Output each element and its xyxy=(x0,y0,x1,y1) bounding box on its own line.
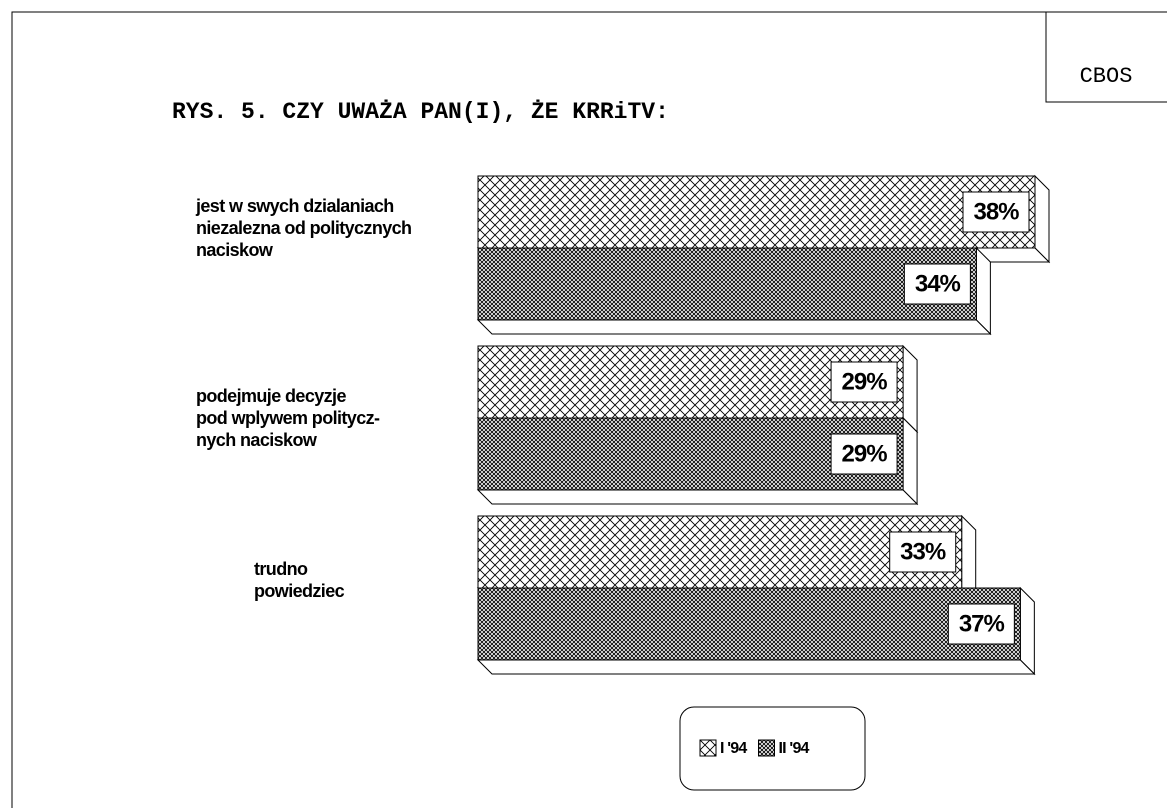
bar-bottom xyxy=(476,659,1036,675)
bar-bottom xyxy=(476,319,992,335)
legend-label: II '94 xyxy=(779,740,810,757)
bar xyxy=(477,515,963,589)
bar xyxy=(477,175,1036,249)
bar-side xyxy=(902,416,918,506)
corner-box xyxy=(1045,11,1167,103)
corner-label: CBOS xyxy=(1080,64,1133,89)
value-label-box xyxy=(903,263,971,305)
value-label: 38% xyxy=(973,198,1019,225)
value-label-box xyxy=(889,531,957,573)
value-label: 33% xyxy=(900,538,946,565)
bar xyxy=(477,247,977,321)
value-label-box xyxy=(830,361,898,403)
value-label: 29% xyxy=(842,368,888,395)
bar xyxy=(477,587,1021,661)
legend-swatch xyxy=(758,739,775,757)
value-label-box xyxy=(947,603,1015,645)
bar-side xyxy=(902,344,918,434)
category-label: trudno powiedziec xyxy=(254,559,345,601)
category-label: jest w swych dzialaniach niezalezna od p… xyxy=(196,196,412,260)
frame xyxy=(11,11,1167,808)
legend-swatch xyxy=(699,739,717,757)
value-label-box xyxy=(962,191,1030,233)
bar-side xyxy=(1034,174,1050,264)
legend-label: I '94 xyxy=(720,740,747,757)
value-label-box xyxy=(830,433,898,475)
category-label: podejmuje decyzje pod wplywem politycz- … xyxy=(196,386,380,450)
bar-side xyxy=(975,246,991,336)
value-label: 37% xyxy=(959,610,1005,637)
bar-bottom xyxy=(476,489,919,505)
value-label: 29% xyxy=(842,440,888,467)
value-label: 34% xyxy=(915,270,961,297)
bar-side xyxy=(1019,586,1035,676)
chart-title: RYS. 5. CZY UWAŻA PAN(I), ŻE KRRiTV: xyxy=(172,99,669,125)
